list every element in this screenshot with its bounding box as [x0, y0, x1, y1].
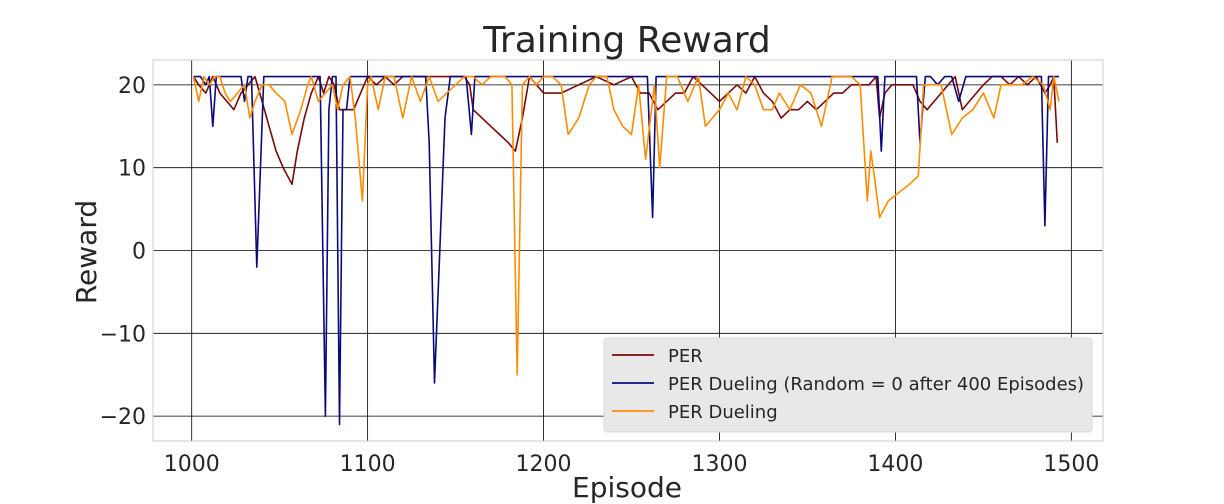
series-layer [192, 75, 1060, 426]
y-tick-label: 10 [118, 157, 146, 182]
chart-title: Training Reward [482, 20, 771, 61]
legend-entry: PER [668, 346, 703, 367]
y-tick-label: −10 [100, 322, 146, 347]
x-tick-label: 1200 [516, 452, 572, 477]
legend-entry: PER Dueling [668, 402, 778, 423]
series-line-3 [192, 75, 1060, 376]
x-tick-label: 1000 [164, 452, 220, 477]
y-tick-label: 0 [132, 240, 146, 265]
x-tick-label: 1400 [867, 452, 923, 477]
y-tick-label: −20 [100, 405, 146, 430]
legend-entry: PER Dueling (Random = 0 after 400 Episod… [668, 374, 1084, 395]
x-tick-label: 1300 [691, 452, 747, 477]
y-tick-label: 20 [118, 74, 146, 99]
legend: PER PER Dueling (Random = 0 after 400 Epi… [603, 337, 1093, 433]
x-tick-labels: 1000 1100 1200 1300 1400 1500 [164, 452, 1100, 477]
plot-frame [152, 59, 1104, 442]
x-tick-label: 1100 [340, 452, 396, 477]
y-axis-label: Reward [70, 200, 103, 304]
legend-box [603, 337, 1093, 433]
x-tick-label: 1500 [1043, 452, 1099, 477]
series-line-1 [192, 75, 1059, 185]
x-axis-label: Episode [572, 471, 682, 504]
y-tick-labels: −20 −10 0 10 20 [100, 74, 146, 430]
